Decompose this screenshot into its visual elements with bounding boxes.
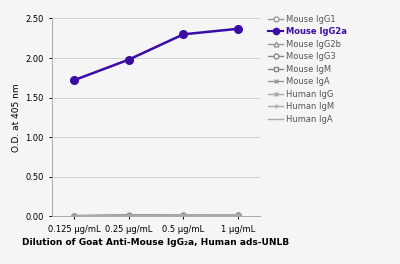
Mouse IgG2a: [236, 27, 240, 30]
Mouse IgG2b: [72, 214, 76, 217]
Mouse IgG3: [181, 213, 186, 216]
Mouse IgG2b: [236, 213, 240, 216]
Mouse IgG2a: [126, 58, 131, 61]
Line: Mouse IgG2b: Mouse IgG2b: [72, 213, 240, 218]
Human IgA: [236, 213, 240, 216]
Line: Mouse IgM: Mouse IgM: [72, 213, 240, 218]
Human IgG: [236, 213, 240, 216]
Human IgG: [72, 214, 76, 217]
Mouse IgG3: [236, 213, 240, 216]
Mouse IgG2b: [181, 213, 186, 216]
Human IgM: [236, 213, 240, 216]
Mouse IgM: [72, 214, 76, 217]
Mouse IgA: [236, 213, 240, 216]
Line: Human IgM: Human IgM: [72, 213, 240, 218]
Line: Human IgA: Human IgA: [74, 215, 238, 216]
Human IgM: [126, 214, 131, 217]
Line: Mouse IgG2a: Mouse IgG2a: [70, 25, 242, 84]
Mouse IgM: [236, 213, 240, 216]
Mouse IgA: [181, 213, 186, 216]
Human IgA: [72, 214, 76, 217]
Line: Mouse IgG3: Mouse IgG3: [72, 213, 240, 218]
Human IgG: [126, 214, 131, 217]
Human IgG: [181, 213, 186, 216]
Mouse IgM: [181, 213, 186, 216]
Human IgA: [181, 214, 186, 217]
Mouse IgA: [72, 214, 76, 217]
Mouse IgG2a: [181, 33, 186, 36]
Y-axis label: O.D. at 405 nm: O.D. at 405 nm: [12, 83, 21, 152]
Mouse IgG1: [236, 213, 240, 216]
Line: Mouse IgG1: Mouse IgG1: [72, 213, 240, 218]
Line: Mouse IgA: Mouse IgA: [72, 213, 240, 218]
Mouse IgG1: [72, 214, 76, 217]
Mouse IgG2a: [72, 79, 76, 82]
Legend: Mouse IgG1, Mouse IgG2a, Mouse IgG2b, Mouse IgG3, Mouse IgM, Mouse IgA, Human Ig: Mouse IgG1, Mouse IgG2a, Mouse IgG2b, Mo…: [268, 15, 347, 124]
X-axis label: Dilution of Goat Anti-Mouse IgG₂a, Human ads-UNLB: Dilution of Goat Anti-Mouse IgG₂a, Human…: [22, 238, 290, 247]
Human IgA: [126, 214, 131, 217]
Mouse IgG1: [181, 214, 186, 217]
Mouse IgA: [126, 213, 131, 216]
Mouse IgM: [126, 214, 131, 217]
Line: Human IgG: Human IgG: [72, 213, 240, 218]
Human IgM: [72, 214, 76, 217]
Mouse IgG1: [126, 214, 131, 217]
Human IgM: [181, 214, 186, 217]
Mouse IgG3: [126, 213, 131, 216]
Mouse IgG3: [72, 214, 76, 217]
Mouse IgG2b: [126, 214, 131, 217]
